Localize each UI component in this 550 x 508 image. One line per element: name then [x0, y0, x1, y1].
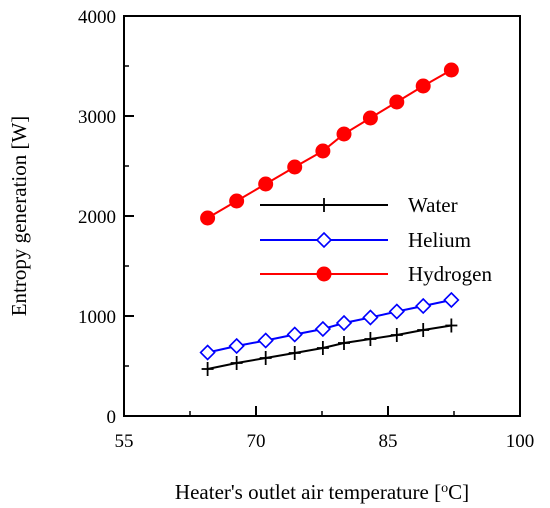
series-water: [201, 318, 458, 376]
legend-label-water: Water: [408, 193, 458, 217]
data-point-helium: [362, 309, 379, 326]
data-point-hydrogen: [443, 62, 459, 78]
legend-marker-hydrogen: [316, 266, 332, 282]
data-point-helium: [415, 297, 432, 315]
y-tick-label: 0: [107, 407, 117, 428]
data-point-helium: [314, 320, 332, 338]
series-line-helium: [207, 299, 452, 354]
y-tick-label: 1000: [78, 307, 116, 328]
data-point-water: [338, 336, 350, 350]
data-point-helium: [335, 314, 353, 332]
data-point-helium: [443, 291, 460, 309]
x-tick-label: 55: [115, 431, 134, 452]
data-point-water: [259, 351, 272, 365]
data-point-water: [316, 341, 329, 355]
legend-label-hydrogen: Hydrogen: [408, 262, 492, 286]
x-axis-title: Heater's outlet air temperature [oC]: [175, 480, 469, 504]
data-point-helium: [257, 332, 274, 349]
legend-label-helium: Helium: [408, 228, 471, 252]
data-point-water: [201, 362, 214, 376]
data-point-helium: [286, 326, 303, 343]
legend-marker-water: [318, 198, 330, 212]
legend: Water Helium Hydrogen: [260, 193, 492, 286]
series-helium: [199, 291, 460, 361]
data-point-water: [390, 328, 403, 342]
legend-item-hydrogen: Hydrogen: [260, 262, 492, 286]
data-point-hydrogen: [258, 176, 274, 192]
series-line-water: [207, 324, 452, 370]
plot-marks: [199, 62, 460, 376]
x-tick-label: 85: [379, 431, 398, 452]
y-tick-label: 4000: [78, 7, 116, 28]
data-point-hydrogen: [287, 159, 303, 175]
y-axis-title: Entropy generation [W]: [7, 116, 31, 317]
x-axis-title-main: Heater's outlet air temperature [: [175, 480, 441, 504]
data-point-helium: [388, 303, 405, 320]
data-point-water: [445, 318, 458, 333]
x-tick-label: 100: [506, 431, 535, 452]
data-point-hydrogen: [200, 210, 216, 226]
data-point-water: [417, 323, 430, 337]
data-point-hydrogen: [415, 78, 431, 94]
x-tick-label: 70: [247, 431, 266, 452]
y-tick-label: 2000: [78, 207, 116, 228]
data-point-water: [288, 346, 301, 360]
legend-marker-helium: [315, 231, 333, 249]
data-point-helium: [228, 337, 245, 355]
y-tick-label: 3000: [78, 107, 116, 128]
x-axis-title-tail: C]: [448, 480, 469, 504]
data-point-helium: [199, 344, 216, 361]
data-point-hydrogen: [315, 143, 331, 159]
data-point-water: [364, 332, 377, 346]
series-line-hydrogen: [207, 69, 452, 219]
data-point-hydrogen: [362, 110, 378, 126]
x-axis-title-sup: o: [441, 481, 448, 496]
legend-item-helium: Helium: [260, 228, 471, 252]
data-point-hydrogen: [389, 94, 405, 110]
data-point-water: [230, 356, 243, 370]
data-point-hydrogen: [229, 193, 245, 209]
legend-item-water: Water: [260, 193, 458, 217]
data-point-hydrogen: [336, 126, 352, 142]
plot-frame: [123, 15, 521, 417]
series-hydrogen: [200, 62, 459, 226]
